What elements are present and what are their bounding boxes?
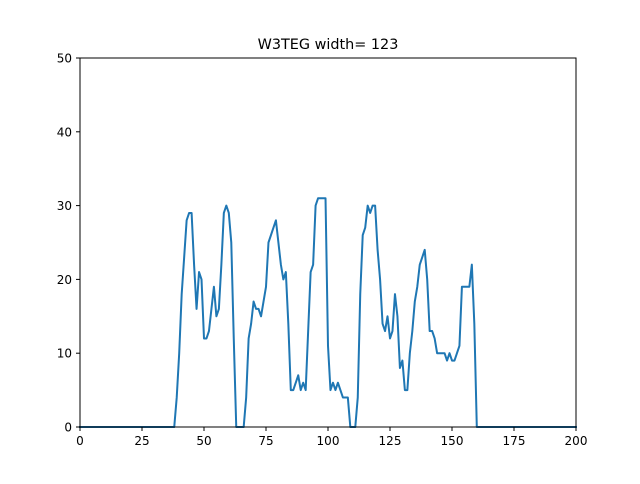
plot-frame	[79, 57, 577, 428]
x-tick-label: 0	[76, 434, 84, 448]
x-tick-label: 125	[379, 434, 402, 448]
y-tick-label: 0	[64, 421, 72, 435]
y-tick-label: 20	[57, 273, 72, 287]
x-tick-label: 200	[565, 434, 588, 448]
chart-title: W3TEG width= 123	[258, 37, 399, 53]
y-tick-label: 10	[57, 347, 72, 361]
y-tick-label: 50	[57, 52, 72, 66]
x-tick-label: 75	[258, 434, 273, 448]
x-tick-label: 100	[317, 434, 340, 448]
series-line-0	[79, 197, 577, 428]
x-tick-label: 25	[134, 434, 149, 448]
y-axis: 0 10 20 30 40 50	[57, 52, 80, 435]
y-tick-label: 40	[57, 125, 72, 139]
x-axis: 0 25 50 75 100 125 150 175 200	[76, 427, 587, 448]
series-layer	[79, 197, 577, 428]
y-tick-label: 30	[57, 199, 72, 213]
x-tick-label: 150	[441, 434, 464, 448]
x-tick-label: 175	[503, 434, 526, 448]
x-tick-label: 50	[196, 434, 211, 448]
